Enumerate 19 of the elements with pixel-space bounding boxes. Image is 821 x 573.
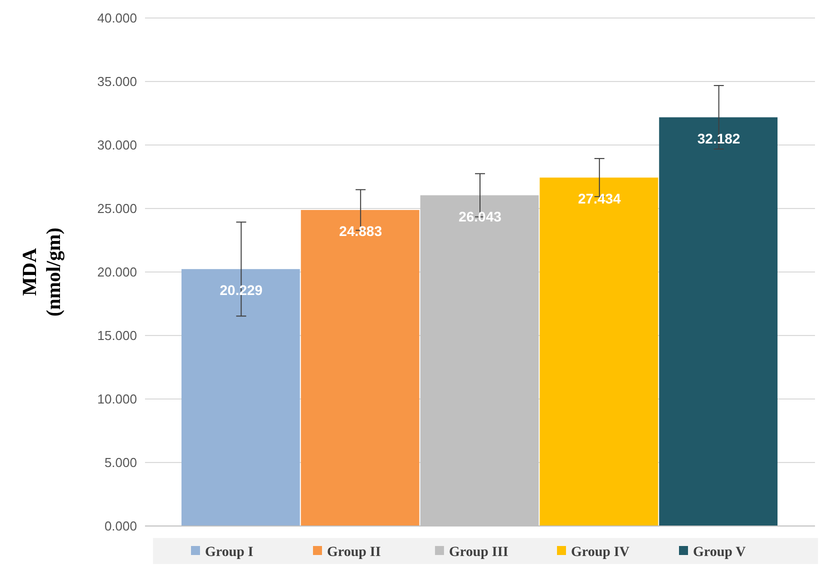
data-label: 27.434 bbox=[578, 190, 622, 207]
y-tick-label: 10.000 bbox=[97, 392, 137, 407]
legend-label: Group III bbox=[449, 544, 508, 560]
legend-label: Group I bbox=[205, 544, 254, 560]
y-tick-label: 15.000 bbox=[97, 328, 137, 344]
y-tick-label: 20.000 bbox=[97, 264, 137, 280]
y-tick-label: 0.000 bbox=[104, 518, 137, 534]
data-label: 24.883 bbox=[339, 222, 382, 239]
y-tick-label: 25.000 bbox=[97, 201, 137, 216]
y-axis-title: MDA (nmol/gm) bbox=[19, 228, 65, 316]
y-tick-label: 30.000 bbox=[97, 138, 137, 153]
y-tick-label: 35.000 bbox=[97, 74, 137, 90]
data-label: 26.043 bbox=[458, 208, 502, 224]
y-tick-label: 40.000 bbox=[97, 10, 137, 26]
legend-label: Group IV bbox=[571, 544, 630, 560]
data-label: 32.182 bbox=[697, 130, 740, 146]
y-tick-label: 5.000 bbox=[104, 455, 137, 470]
legend-label: Group II bbox=[327, 544, 381, 560]
legend-label: Group V bbox=[693, 544, 746, 560]
